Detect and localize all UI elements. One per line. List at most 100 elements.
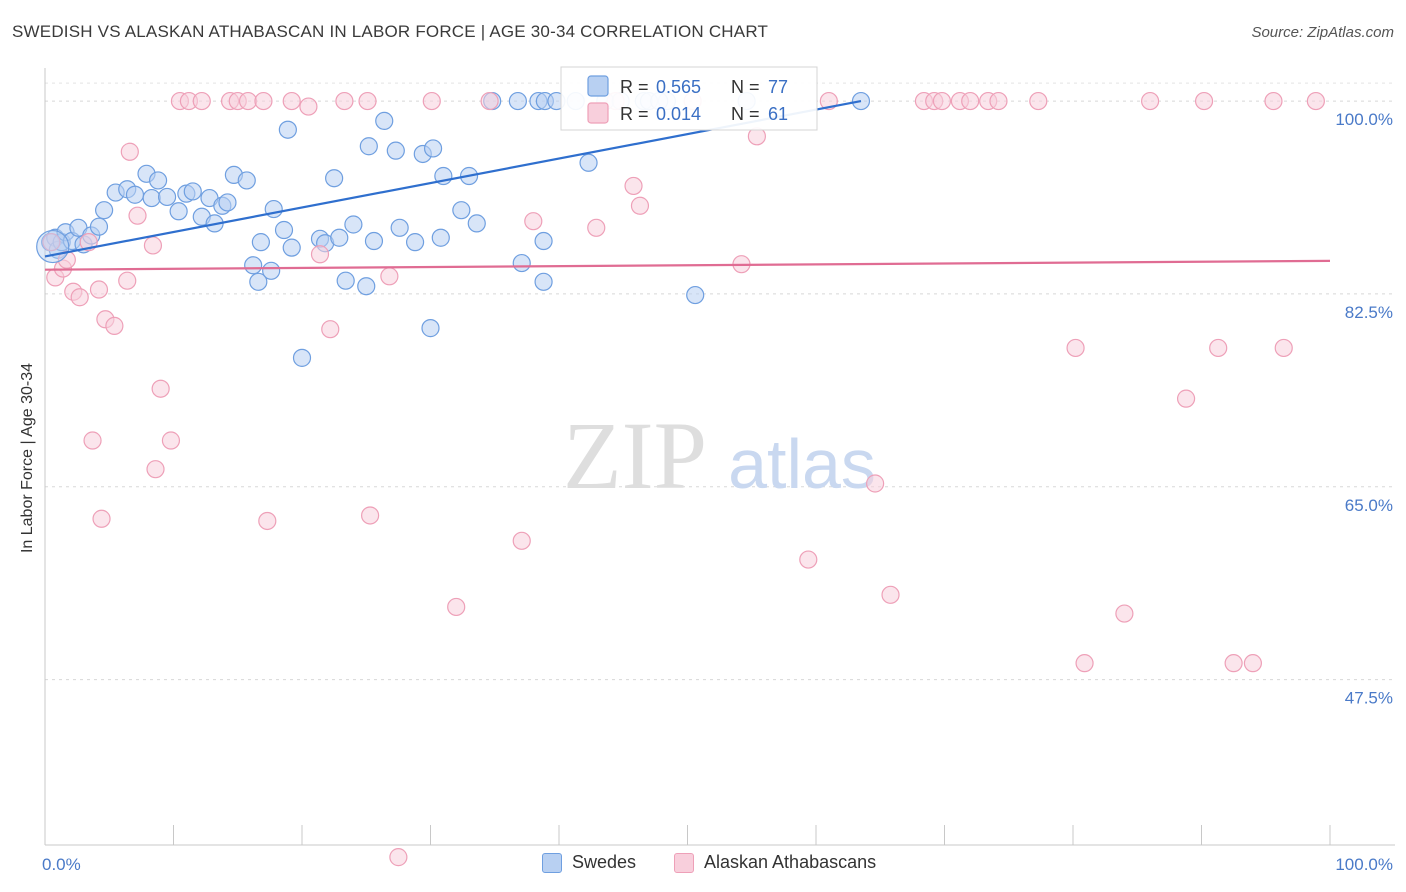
watermark-atlas: atlas bbox=[728, 425, 876, 503]
athabascan-point-58 bbox=[989, 91, 1008, 111]
stats-r-value-0: 0.565 bbox=[656, 77, 701, 97]
swedes-point-cluster bbox=[36, 229, 70, 264]
stats-n-value-0: 77 bbox=[768, 77, 788, 97]
y-tick-label-0: 100.0% bbox=[1335, 110, 1393, 129]
swedes-point-55 bbox=[452, 201, 471, 220]
chart-title: SWEDISH VS ALASKAN ATHABASCAN IN LABOR F… bbox=[12, 22, 769, 41]
athabascan-point-34 bbox=[380, 267, 399, 286]
athabascan-point-66 bbox=[1224, 654, 1243, 673]
y-tick-labels: 100.0% 82.5% 65.0% 47.5% bbox=[1335, 110, 1393, 708]
swedes-point-57 bbox=[467, 214, 486, 233]
stats-n-label-1: N = bbox=[731, 104, 760, 124]
swedes-point-9 bbox=[89, 217, 109, 236]
athabascan-point-21 bbox=[192, 91, 211, 111]
athabascan-trend-line bbox=[44, 259, 1331, 271]
legend-label-alaskan-athabascans: Alaskan Athabascans bbox=[704, 852, 877, 872]
swedes-point-13 bbox=[125, 185, 145, 204]
athabascan-point-26 bbox=[258, 511, 277, 531]
athabascan-point-16 bbox=[146, 460, 165, 479]
athabascan-point-13 bbox=[143, 236, 163, 255]
athabascan-point-50 bbox=[866, 474, 885, 493]
swedes-point-35 bbox=[292, 348, 312, 367]
athabascan-point-11 bbox=[118, 271, 137, 290]
swedes-point-49 bbox=[405, 233, 425, 252]
athabascan-point-69 bbox=[1306, 91, 1325, 111]
athabascan-point-24 bbox=[238, 91, 258, 111]
athabascan-point-10 bbox=[120, 142, 139, 161]
athabascan-point-12 bbox=[128, 206, 147, 225]
athabascan-point-51 bbox=[881, 585, 900, 604]
swedes-point-27 bbox=[237, 171, 256, 190]
bottom-legend: Swedes Alaskan Athabascans bbox=[0, 852, 1406, 878]
athabascan-point-70 bbox=[1075, 654, 1094, 673]
y-tick-label-2: 65.0% bbox=[1345, 496, 1393, 515]
athabascan-point-44 bbox=[624, 176, 643, 196]
stats-r-label-1: R = bbox=[620, 104, 649, 124]
swedes-point-42 bbox=[344, 215, 363, 234]
athabascan-point-30 bbox=[321, 320, 340, 339]
stats-r-value-1: 0.014 bbox=[656, 104, 701, 124]
stats-swatch-0 bbox=[587, 75, 609, 97]
athabascan-point-65 bbox=[1209, 338, 1228, 358]
athabascan-point-14 bbox=[151, 379, 170, 398]
stats-n-label-0: N = bbox=[731, 77, 760, 97]
athabascan-point-63 bbox=[1176, 389, 1196, 408]
swedes-point-51 bbox=[421, 319, 440, 338]
athabascan-point-38 bbox=[480, 91, 499, 111]
swedes-point-24 bbox=[218, 193, 237, 212]
athabascan-point-31 bbox=[335, 91, 354, 111]
swedes-point-10 bbox=[95, 201, 114, 220]
athabascan-point-18 bbox=[92, 509, 111, 528]
x-tick-labels: 0.0% 100.0% bbox=[42, 855, 1393, 874]
athabascan-point-35 bbox=[389, 848, 408, 867]
legend-swatch-alaskan-athabascans bbox=[674, 852, 694, 873]
swedes-point-67 bbox=[579, 153, 598, 172]
athabascan-point-17 bbox=[83, 431, 102, 450]
swedes-point-41 bbox=[336, 271, 355, 290]
swedes-point-48 bbox=[390, 218, 409, 237]
athabascan-point-36 bbox=[422, 91, 441, 111]
athabascan-point-64 bbox=[1194, 91, 1214, 111]
athabascan-point-28 bbox=[299, 97, 318, 116]
athabascan-point-40 bbox=[524, 212, 543, 231]
swedes-point-63 bbox=[534, 231, 553, 251]
athabascan-point-15 bbox=[161, 431, 181, 450]
swedes-point-52 bbox=[423, 139, 443, 158]
athabascan-point-5 bbox=[70, 288, 89, 307]
swedes-point-45 bbox=[364, 231, 384, 251]
swedes-point-17 bbox=[157, 187, 177, 207]
source-label: Source: ZipAtlas.com bbox=[1251, 24, 1394, 41]
athabascan-point-67 bbox=[1243, 654, 1263, 673]
watermark-zip: ZIP bbox=[563, 402, 707, 509]
athabascan-point-32 bbox=[358, 91, 377, 111]
athabascan-point-37 bbox=[447, 597, 466, 617]
swedes-point-44 bbox=[357, 277, 376, 296]
swedes-point-39 bbox=[325, 169, 344, 188]
swedes-point-40 bbox=[330, 228, 349, 247]
swedes-point-18 bbox=[169, 202, 188, 221]
swedes-point-31 bbox=[262, 261, 281, 280]
swedes-point-43 bbox=[359, 137, 378, 156]
swedes-point-73 bbox=[686, 285, 705, 305]
swedes-point-46 bbox=[375, 111, 394, 131]
stats-swatch-1 bbox=[587, 102, 609, 124]
athabascan-point-41 bbox=[587, 218, 606, 237]
swedes-point-29 bbox=[251, 233, 270, 252]
athabascan-point-68 bbox=[1264, 91, 1283, 111]
stats-r-label-0: R = bbox=[620, 77, 649, 97]
athabascan-point-43 bbox=[630, 196, 650, 215]
y-tick-label-3: 47.5% bbox=[1345, 689, 1393, 708]
athabascan-point-54 bbox=[932, 91, 952, 111]
athabascan-point-62 bbox=[1140, 91, 1160, 111]
swedes-point-15 bbox=[148, 171, 168, 190]
legend-item-swedes: Swedes bbox=[542, 852, 636, 873]
watermark: ZIP atlas bbox=[563, 402, 876, 509]
swedes-point-33 bbox=[274, 220, 294, 240]
stats-legend: R = 0.565 N = 77 R = 0.014 N = 61 bbox=[560, 66, 818, 131]
swedes-point-47 bbox=[386, 141, 405, 160]
axes bbox=[44, 68, 1395, 846]
swedes-point-53 bbox=[431, 228, 450, 247]
legend-swatch-swedes bbox=[542, 852, 562, 873]
swedes-point-62 bbox=[512, 253, 531, 273]
